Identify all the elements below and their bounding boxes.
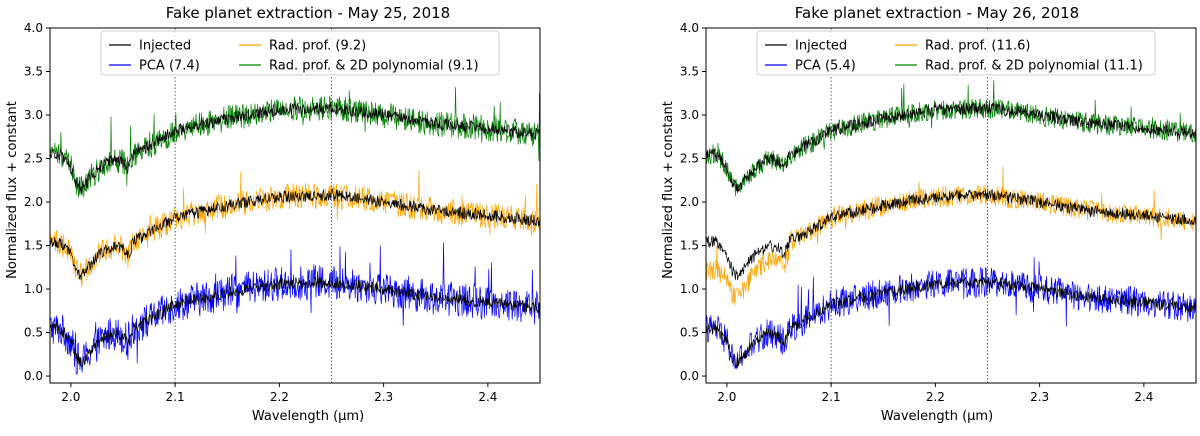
series-line-injected-offset-2 [50, 102, 540, 195]
y-tick-label: 2.0 [24, 195, 43, 209]
series-line-injected-offset-0 [706, 276, 1196, 369]
x-tick-label: 2.0 [717, 390, 736, 404]
y-tick-label: 3.5 [680, 65, 699, 79]
y-tick-label: 0.0 [24, 369, 43, 383]
y-tick-label: 1.0 [24, 282, 43, 296]
x-axis-label: Wavelength (μm) [252, 409, 364, 424]
x-tick-label: 2.1 [166, 390, 185, 404]
chart-may-26: Fake planet extraction - May 26, 2018 No… [661, 4, 1197, 424]
legend: Injected PCA (5.4) Rad. prof. (11.6) Rad. p… [756, 30, 1156, 76]
y-tick-label: 0.5 [680, 326, 699, 340]
legend-entry-label: Injected [139, 39, 191, 54]
x-axis-label: Wavelength (μm) [881, 409, 993, 424]
y-axis-label: Normalized flux + constant [661, 101, 676, 279]
series-line-rad-prof-2d-polynomial-9-1--offset-2 [50, 87, 540, 198]
x-tick-label: 2.1 [822, 390, 841, 404]
y-tick-label: 3.5 [24, 65, 43, 79]
y-tick-label: 3.0 [24, 108, 43, 122]
series-line-rad-prof-2d-polynomial-11-1--offset-2 [706, 79, 1196, 197]
y-tick-label: 4.0 [24, 21, 43, 35]
y-tick-label: 1.0 [680, 282, 699, 296]
series-line-injected-offset-1 [706, 188, 1196, 281]
series-line-injected-offset-2 [706, 102, 1196, 193]
axes-frame [705, 27, 1197, 384]
chart-may-25: Fake planet extraction - May 25, 2018 No… [5, 4, 541, 424]
y-tick-label: 2.5 [24, 152, 43, 166]
axes-frame [49, 27, 541, 384]
x-tick-label: 2.2 [270, 390, 289, 404]
y-tick-label: 2.0 [680, 195, 699, 209]
y-axis-label: Normalized flux + constant [5, 101, 20, 279]
y-tick-label: 1.5 [680, 239, 699, 253]
legend-entry-label: PCA (5.4) [795, 59, 856, 74]
series-line-rad-prof-9-2--offset-1 [50, 169, 540, 287]
x-tick-label: 2.4 [478, 390, 497, 404]
x-tick-label: 2.2 [926, 390, 945, 404]
x-tick-label: 2.3 [1030, 390, 1049, 404]
y-tick-label: 3.0 [680, 108, 699, 122]
legend-entry-label: Rad. prof. & 2D polynomial (11.1) [925, 59, 1143, 74]
legend: Injected PCA (7.4) Rad. prof. (9.2) Rad. pr… [100, 30, 500, 76]
legend-entry-label: Rad. prof. (11.6) [925, 39, 1030, 54]
legend-frame [100, 30, 500, 76]
y-tick-label: 4.0 [680, 21, 699, 35]
x-tick-label: 2.3 [374, 390, 393, 404]
plot-area [706, 79, 1196, 370]
legend-entry-label: PCA (7.4) [139, 59, 200, 74]
series-line-pca-7-4--offset-0 [50, 242, 540, 375]
y-tick-label: 0.0 [680, 369, 699, 383]
y-tick-label: 0.5 [24, 326, 43, 340]
y-tick-label: 2.5 [680, 152, 699, 166]
series-line-injected-offset-1 [50, 188, 540, 281]
chart-title: Fake planet extraction - May 26, 2018 [795, 4, 1079, 22]
series-line-pca-5-4--offset-0 [706, 257, 1196, 370]
x-tick-label: 2.4 [1134, 390, 1153, 404]
legend-entry-label: Rad. prof. (9.2) [269, 39, 366, 54]
x-tick-label: 2.0 [61, 390, 80, 404]
y-tick-label: 1.5 [24, 239, 43, 253]
legend-entry-label: Rad. prof. & 2D polynomial (9.1) [269, 59, 479, 74]
legend-frame [756, 30, 1156, 76]
legend-entry-label: Injected [795, 39, 847, 54]
chart-title: Fake planet extraction - May 25, 2018 [166, 4, 450, 22]
series-line-injected-offset-0 [50, 276, 540, 368]
plot-area [50, 87, 540, 375]
